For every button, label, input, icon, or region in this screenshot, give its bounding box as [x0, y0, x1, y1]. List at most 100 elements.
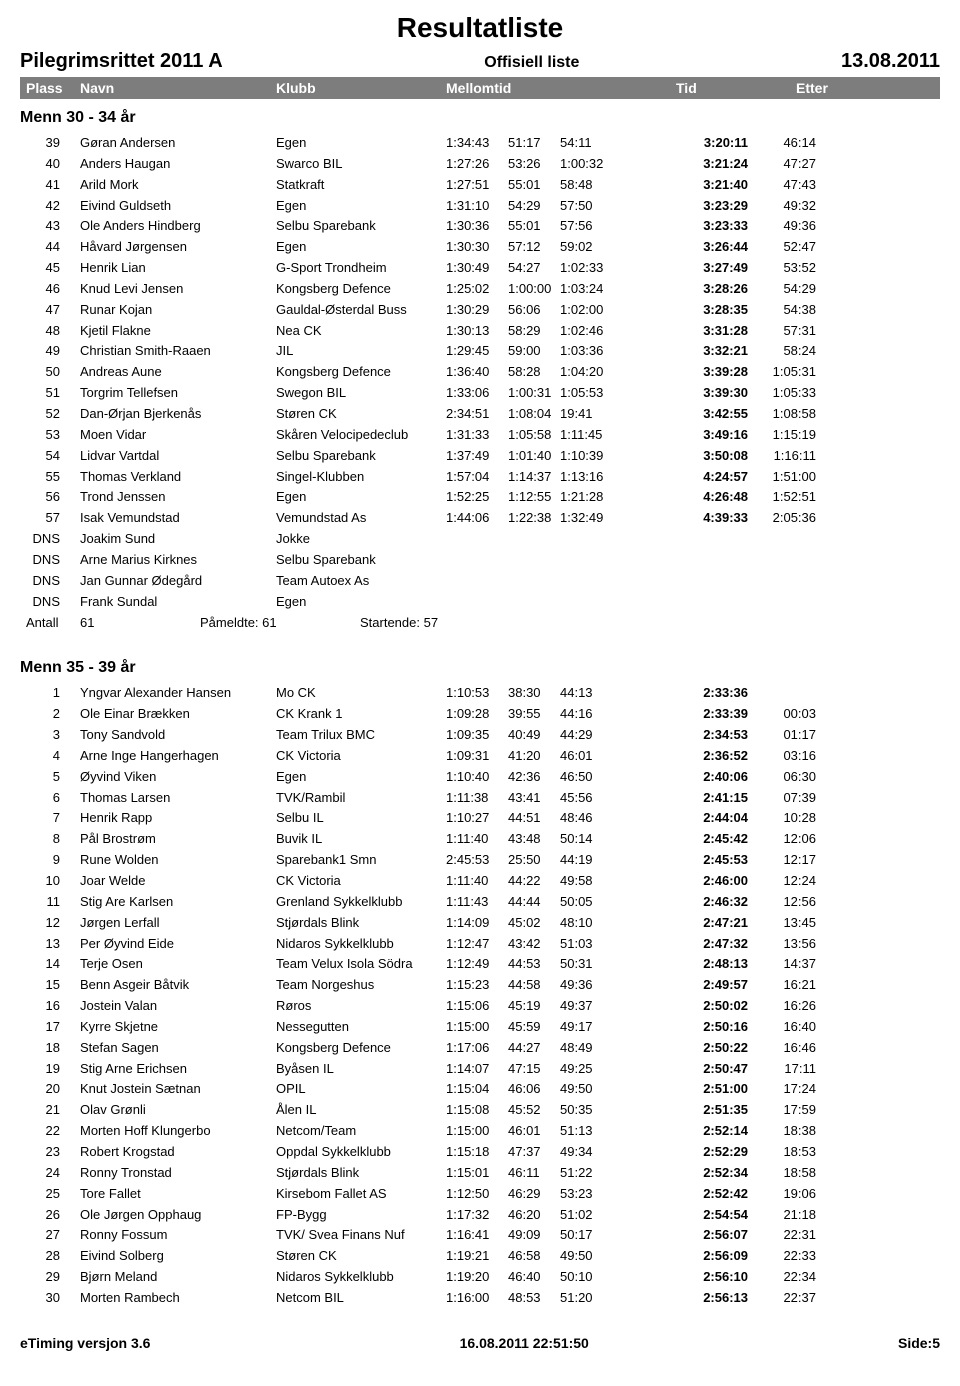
page-footer: eTiming versjon 3.6 16.08.2011 22:51:50 … — [20, 1329, 940, 1351]
cell-navn: Tore Fallet — [80, 1185, 276, 1204]
footer-right: Side:5 — [898, 1335, 940, 1351]
cell-split2: 44:27 — [508, 1039, 560, 1058]
cell-plass: 54 — [26, 447, 80, 466]
table-row: 12Jørgen LerfallStjørdals Blink1:14:0945… — [20, 913, 940, 934]
table-row: DNSFrank SundalEgen — [20, 592, 940, 613]
cell-split3: 46:01 — [560, 747, 622, 766]
cell-etter — [748, 572, 826, 591]
cell-navn: Joar Welde — [80, 872, 276, 891]
cell-etter — [748, 551, 826, 570]
cell-split2: 59:00 — [508, 342, 560, 361]
table-row: 30Morten RambechNetcom BIL1:16:0048:5351… — [20, 1288, 940, 1309]
cell-split1: 1:31:33 — [446, 426, 508, 445]
table-row: 21Olav GrønliÅlen IL1:15:0845:5250:352:5… — [20, 1100, 940, 1121]
cell-navn: Rune Wolden — [80, 851, 276, 870]
cell-etter: 1:51:00 — [748, 468, 826, 487]
cell-klubb: G-Sport Trondheim — [276, 259, 446, 278]
cell-tid: 2:44:04 — [676, 809, 748, 828]
cell-navn: Knud Levi Jensen — [80, 280, 276, 299]
table-row: 55Thomas VerklandSingel-Klubben1:57:041:… — [20, 467, 940, 488]
cell-tid: 3:31:28 — [676, 322, 748, 341]
cell-split1: 1:30:36 — [446, 217, 508, 236]
cell-split3: 57:50 — [560, 197, 622, 216]
cell-split3: 51:20 — [560, 1289, 622, 1308]
cell-navn: Joakim Sund — [80, 530, 276, 549]
cell-klubb: Nidaros Sykkelklubb — [276, 935, 446, 954]
cell-split1: 1:12:49 — [446, 955, 508, 974]
cell-plass: 24 — [26, 1164, 80, 1183]
cell-split1 — [446, 572, 508, 591]
cell-split2: 46:20 — [508, 1206, 560, 1225]
cell-etter: 18:58 — [748, 1164, 826, 1183]
cell-navn: Benn Asgeir Båtvik — [80, 976, 276, 995]
cell-etter: 12:17 — [748, 851, 826, 870]
cell-tid: 2:52:14 — [676, 1122, 748, 1141]
cell-plass: 2 — [26, 705, 80, 724]
cell-tid: 2:48:13 — [676, 955, 748, 974]
subtitle: Offisiell liste — [484, 54, 579, 72]
cell-navn: Ole Einar Brækken — [80, 705, 276, 724]
table-row: 22Morten Hoff KlungerboNetcom/Team1:15:0… — [20, 1121, 940, 1142]
cell-split2: 42:36 — [508, 768, 560, 787]
cell-split3: 51:03 — [560, 935, 622, 954]
cell-split1: 1:10:53 — [446, 684, 508, 703]
cell-split2: 58:29 — [508, 322, 560, 341]
cell-split2: 46:01 — [508, 1122, 560, 1141]
cell-klubb: Sparebank1 Smn — [276, 851, 446, 870]
cell-split2: 38:30 — [508, 684, 560, 703]
cell-split3: 51:22 — [560, 1164, 622, 1183]
cell-split1: 1:52:25 — [446, 488, 508, 507]
cell-tid: 4:26:48 — [676, 488, 748, 507]
cell-split2: 46:40 — [508, 1268, 560, 1287]
cell-klubb: Byåsen IL — [276, 1060, 446, 1079]
column-headers: Plass Navn Klubb Mellomtid Tid Etter — [20, 77, 940, 99]
table-row: 39Gøran AndersenEgen1:34:4351:1754:113:2… — [20, 133, 940, 154]
cell-tid: 3:21:24 — [676, 155, 748, 174]
cell-split1: 1:30:13 — [446, 322, 508, 341]
cell-etter: 03:16 — [748, 747, 826, 766]
cell-split3: 49:36 — [560, 976, 622, 995]
table-row: 17Kyrre SkjetneNessegutten1:15:0045:5949… — [20, 1017, 940, 1038]
cell-split1: 2:34:51 — [446, 405, 508, 424]
cell-etter: 22:34 — [748, 1268, 826, 1287]
group2-table: 1Yngvar Alexander HansenMo CK1:10:5338:3… — [20, 683, 940, 1308]
cell-tid — [676, 572, 748, 591]
table-row: 56Trond JenssenEgen1:52:251:12:551:21:28… — [20, 487, 940, 508]
table-row: 48Kjetil FlakneNea CK1:30:1358:291:02:46… — [20, 321, 940, 342]
cell-split3: 1:00:32 — [560, 155, 622, 174]
cell-navn: Kjetil Flakne — [80, 322, 276, 341]
cell-navn: Arne Inge Hangerhagen — [80, 747, 276, 766]
cell-split3: 49:17 — [560, 1018, 622, 1037]
cell-plass: 4 — [26, 747, 80, 766]
cell-etter: 1:16:11 — [748, 447, 826, 466]
cell-plass: 11 — [26, 893, 80, 912]
cell-tid: 2:46:32 — [676, 893, 748, 912]
cell-plass: 39 — [26, 134, 80, 153]
cell-split1: 1:15:00 — [446, 1122, 508, 1141]
cell-etter: 53:52 — [748, 259, 826, 278]
cell-tid: 2:51:35 — [676, 1101, 748, 1120]
cell-navn: Kyrre Skjetne — [80, 1018, 276, 1037]
cell-etter: 19:06 — [748, 1185, 826, 1204]
cell-split2: 56:06 — [508, 301, 560, 320]
cell-tid: 2:49:57 — [676, 976, 748, 995]
cell-etter — [748, 593, 826, 612]
cell-navn: Eivind Guldseth — [80, 197, 276, 216]
cell-split2: 44:22 — [508, 872, 560, 891]
cell-plass: 48 — [26, 322, 80, 341]
cell-navn: Isak Vemundstad — [80, 509, 276, 528]
cell-plass: 28 — [26, 1247, 80, 1266]
cell-tid: 2:34:53 — [676, 726, 748, 745]
cell-etter: 13:45 — [748, 914, 826, 933]
main-title: Resultatliste — [20, 12, 940, 44]
cell-split3: 44:16 — [560, 705, 622, 724]
table-row: 2Ole Einar BrækkenCK Krank 11:09:2839:55… — [20, 704, 940, 725]
cell-tid: 4:24:57 — [676, 468, 748, 487]
cell-plass: 12 — [26, 914, 80, 933]
cell-split3: 45:56 — [560, 789, 622, 808]
cell-plass: 52 — [26, 405, 80, 424]
cell-tid: 3:32:21 — [676, 342, 748, 361]
cell-tid: 3:28:26 — [676, 280, 748, 299]
table-row: 19Stig Arne ErichsenByåsen IL1:14:0747:1… — [20, 1059, 940, 1080]
table-row: 44Håvard JørgensenEgen1:30:3057:1259:023… — [20, 237, 940, 258]
